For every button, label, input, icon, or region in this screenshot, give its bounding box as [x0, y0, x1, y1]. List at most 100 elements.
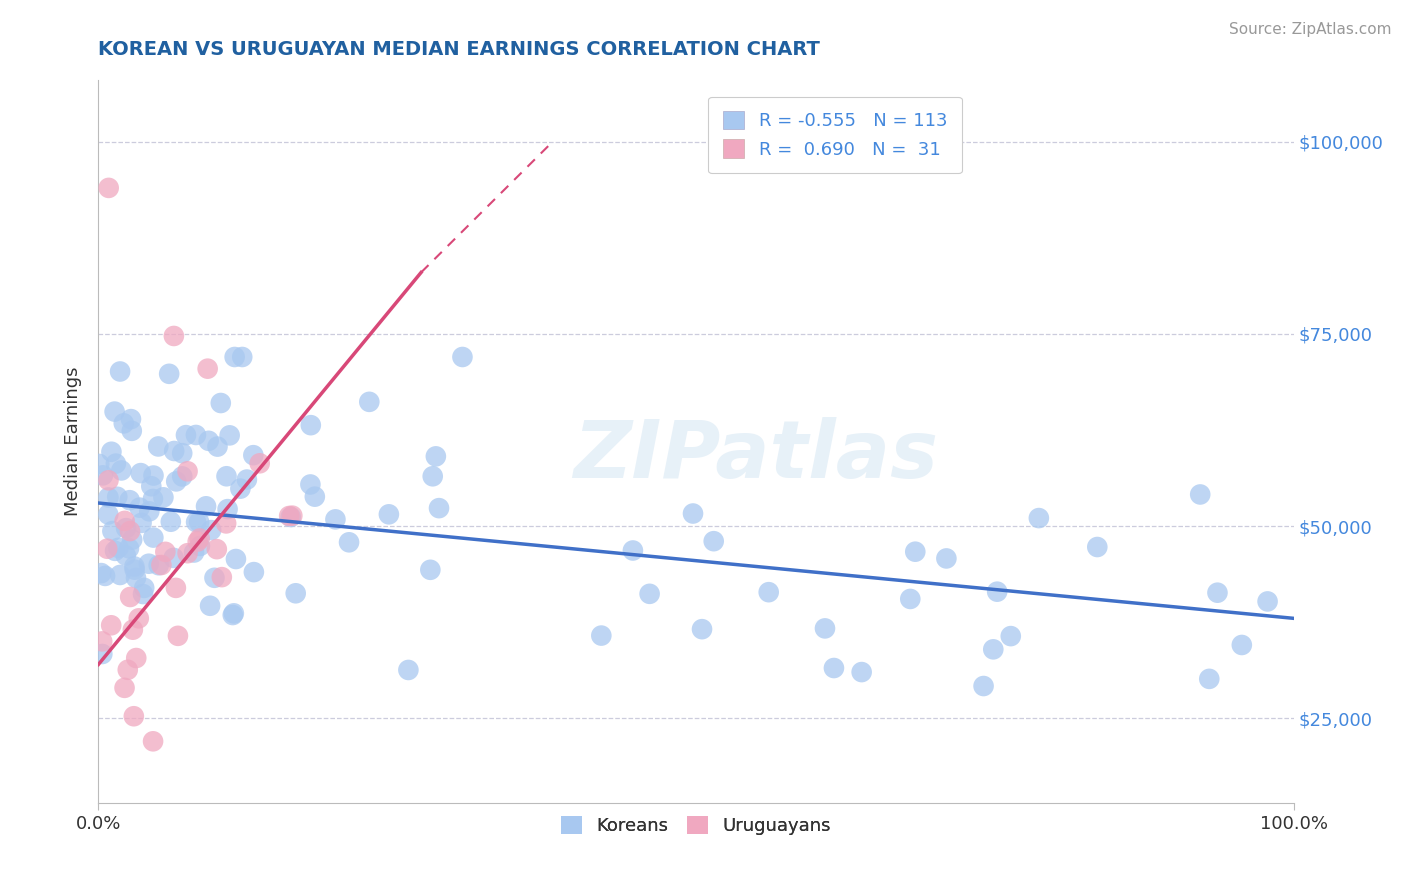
Point	[91, 634, 114, 648]
Point	[621, 543, 644, 558]
Point	[451, 350, 474, 364]
Point	[110, 463, 132, 477]
Text: KOREAN VS URUGUAYAN MEDIAN EARNINGS CORRELATION CHART: KOREAN VS URUGUAYAN MEDIAN EARNINGS CORR…	[98, 40, 820, 59]
Point	[89, 457, 111, 471]
Point	[167, 629, 190, 643]
Point	[638, 587, 661, 601]
Point	[200, 523, 222, 537]
Point	[396, 663, 419, 677]
Point	[236, 473, 259, 487]
Point	[141, 479, 163, 493]
Point	[163, 329, 186, 343]
Point	[107, 541, 129, 555]
Point	[142, 491, 165, 506]
Point	[176, 464, 198, 478]
Point	[152, 491, 174, 505]
Point	[359, 395, 381, 409]
Point	[100, 444, 122, 458]
Point	[118, 541, 141, 556]
Point	[422, 469, 444, 483]
Point	[1000, 629, 1022, 643]
Point	[218, 428, 240, 442]
Point	[1206, 585, 1229, 599]
Point	[100, 618, 122, 632]
Point	[197, 361, 219, 376]
Point	[172, 469, 194, 483]
Point	[108, 568, 131, 582]
Point	[211, 570, 233, 584]
Point	[935, 551, 957, 566]
Point	[281, 508, 304, 523]
Point	[138, 504, 160, 518]
Point	[174, 428, 197, 442]
Point	[823, 661, 845, 675]
Point	[142, 468, 165, 483]
Point	[114, 681, 136, 695]
Point	[217, 502, 239, 516]
Point	[124, 559, 146, 574]
Point	[150, 558, 173, 572]
Point	[703, 534, 725, 549]
Point	[204, 571, 226, 585]
Point	[299, 418, 322, 433]
Point	[851, 665, 873, 679]
Point	[425, 450, 447, 464]
Text: Source: ZipAtlas.com: Source: ZipAtlas.com	[1229, 22, 1392, 37]
Text: ZIPatlas: ZIPatlas	[574, 417, 938, 495]
Point	[690, 622, 713, 636]
Point	[131, 516, 153, 530]
Point	[188, 532, 211, 546]
Point	[1085, 540, 1108, 554]
Point	[117, 663, 139, 677]
Point	[378, 508, 401, 522]
Point	[96, 541, 118, 556]
Point	[1198, 672, 1220, 686]
Point	[249, 456, 271, 470]
Point	[337, 535, 360, 549]
Point	[184, 428, 207, 442]
Point	[104, 457, 127, 471]
Point	[242, 448, 264, 462]
Point	[981, 642, 1004, 657]
Point	[118, 493, 141, 508]
Point	[148, 440, 170, 454]
Point	[222, 608, 245, 623]
Point	[207, 440, 229, 454]
Point	[243, 565, 266, 579]
Point	[299, 477, 322, 491]
Point	[94, 569, 117, 583]
Point	[163, 550, 186, 565]
Point	[105, 490, 128, 504]
Point	[125, 571, 148, 585]
Point	[1189, 487, 1212, 501]
Point	[427, 501, 450, 516]
Legend: Koreans, Uruguayans: Koreans, Uruguayans	[551, 807, 841, 845]
Point	[157, 367, 180, 381]
Point	[97, 473, 120, 487]
Point	[176, 546, 198, 560]
Point	[215, 469, 238, 483]
Point	[165, 475, 187, 489]
Point	[124, 563, 146, 577]
Point	[231, 350, 253, 364]
Point	[114, 514, 136, 528]
Point	[215, 516, 238, 531]
Point	[222, 607, 245, 621]
Point	[973, 679, 995, 693]
Point	[122, 709, 145, 723]
Point	[278, 508, 301, 523]
Point	[325, 512, 347, 526]
Point	[90, 566, 112, 580]
Point	[183, 545, 205, 559]
Point	[120, 412, 142, 426]
Point	[159, 515, 181, 529]
Point	[132, 587, 155, 601]
Point	[284, 586, 307, 600]
Point	[165, 581, 187, 595]
Point	[591, 629, 613, 643]
Point	[112, 417, 135, 431]
Point	[904, 545, 927, 559]
Point	[91, 468, 114, 483]
Point	[142, 734, 165, 748]
Point	[155, 545, 177, 559]
